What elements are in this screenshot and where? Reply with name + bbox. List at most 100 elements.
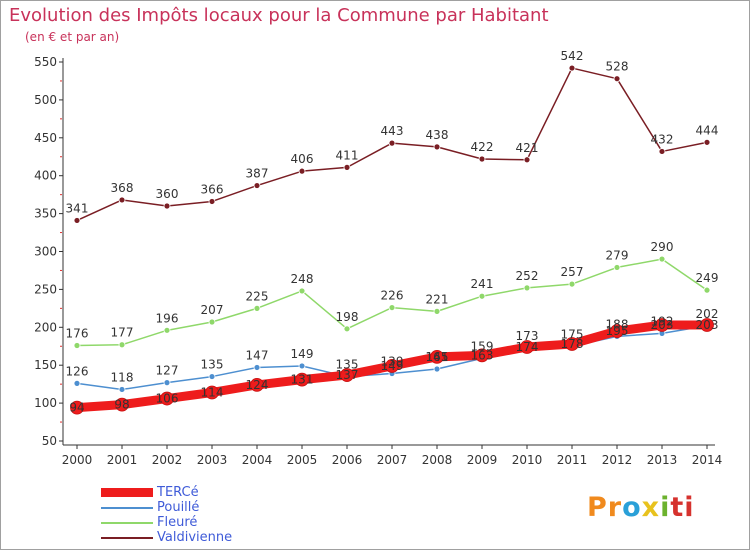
legend-label-fleur: Fleuré xyxy=(157,515,198,530)
y-tick-label: 50 xyxy=(42,434,57,448)
data-label-pouill: 147 xyxy=(246,348,269,362)
data-point-terc xyxy=(205,385,219,400)
y-tick-label: 350 xyxy=(34,207,57,221)
x-tick-label: 2005 xyxy=(287,453,318,467)
data-point-valdivienne xyxy=(343,163,351,171)
data-label-pouill: 135 xyxy=(336,358,359,372)
data-label-terc: 203 xyxy=(696,318,719,332)
data-point-fleur xyxy=(388,304,396,311)
x-tick-label: 2003 xyxy=(197,453,228,467)
data-point-fleur xyxy=(568,280,576,288)
data-point-valdivienne xyxy=(163,202,171,210)
data-point-terc xyxy=(565,337,579,351)
data-point-terc xyxy=(340,368,354,382)
data-point-fleur xyxy=(613,264,621,271)
data-label-valdivienne: 421 xyxy=(516,141,539,155)
legend-label-terc: TERCé xyxy=(157,485,199,500)
legend-item-terc: TERCé xyxy=(101,485,232,500)
data-label-terc: 114 xyxy=(201,385,224,399)
data-point-terc xyxy=(250,378,264,392)
data-point-terc xyxy=(610,324,624,338)
data-label-fleur: 290 xyxy=(651,240,674,254)
data-label-valdivienne: 368 xyxy=(111,181,134,195)
data-label-terc: 203 xyxy=(651,318,674,332)
data-point-terc xyxy=(160,391,174,406)
data-point-fleur xyxy=(253,304,261,312)
data-point-valdivienne xyxy=(253,182,261,189)
data-label-pouill: 127 xyxy=(156,364,179,378)
x-tick-label: 2006 xyxy=(332,453,363,467)
data-point-terc xyxy=(700,318,714,332)
data-label-pouill: 126 xyxy=(66,364,89,378)
data-point-pouill xyxy=(118,386,126,393)
data-label-terc: 98 xyxy=(114,398,129,412)
x-tick-label: 2010 xyxy=(512,453,543,467)
x-tick-label: 2001 xyxy=(107,453,138,467)
data-point-valdivienne xyxy=(703,138,711,146)
x-tick-label: 2008 xyxy=(422,453,453,467)
chart-legend: TERCé Pouillé Fleuré Valdivienne xyxy=(101,485,232,545)
x-tick-label: 2000 xyxy=(62,453,93,467)
data-point-pouill xyxy=(298,362,306,370)
data-point-valdivienne xyxy=(658,148,666,155)
data-label-fleur: 196 xyxy=(156,311,179,325)
data-point-terc xyxy=(475,348,489,363)
data-label-valdivienne: 444 xyxy=(696,123,719,137)
y-tick-label: 250 xyxy=(34,282,57,296)
data-label-terc: 195 xyxy=(606,324,629,338)
proxiti-logo: Proxiti xyxy=(587,492,695,523)
data-label-terc: 124 xyxy=(246,378,269,392)
data-label-valdivienne: 432 xyxy=(651,132,674,146)
data-label-pouill: 149 xyxy=(291,347,314,361)
data-point-fleur xyxy=(298,287,306,295)
data-label-valdivienne: 387 xyxy=(246,167,269,181)
data-point-fleur xyxy=(523,284,531,292)
data-label-terc: 137 xyxy=(336,368,359,382)
data-label-terc: 149 xyxy=(381,359,404,373)
data-point-pouill xyxy=(208,373,216,380)
data-point-fleur xyxy=(478,292,486,300)
data-label-pouill: 192 xyxy=(651,314,674,328)
data-label-valdivienne: 443 xyxy=(381,124,404,138)
data-label-fleur: 257 xyxy=(561,265,584,279)
legend-swatch-pouill xyxy=(101,506,153,509)
y-tick-label: 550 xyxy=(34,55,57,69)
data-label-valdivienne: 406 xyxy=(291,152,314,166)
data-label-pouill: 159 xyxy=(471,339,494,353)
data-point-fleur xyxy=(208,318,216,326)
data-label-terc: 106 xyxy=(156,392,179,406)
data-label-fleur: 248 xyxy=(291,272,314,286)
data-label-pouill: 173 xyxy=(516,329,539,343)
x-tick-label: 2013 xyxy=(647,453,678,467)
legend-swatch-terc xyxy=(101,488,153,497)
data-label-valdivienne: 341 xyxy=(66,201,89,215)
data-label-fleur: 279 xyxy=(606,248,629,262)
data-label-valdivienne: 411 xyxy=(336,148,359,162)
data-point-terc xyxy=(385,359,399,373)
data-point-valdivienne xyxy=(298,167,306,175)
data-point-terc xyxy=(70,400,84,415)
x-tick-label: 2014 xyxy=(692,453,723,467)
y-tick-label: 150 xyxy=(34,358,57,372)
data-point-terc xyxy=(520,340,534,354)
data-point-pouill xyxy=(253,364,261,371)
data-point-terc xyxy=(430,349,444,364)
legend-item-valdivienne: Valdivienne xyxy=(101,530,232,545)
data-point-valdivienne xyxy=(613,75,621,83)
data-point-fleur xyxy=(433,307,441,315)
data-point-pouill xyxy=(433,365,441,373)
data-point-valdivienne xyxy=(523,156,531,164)
data-label-valdivienne: 528 xyxy=(606,60,629,74)
x-tick-label: 2007 xyxy=(377,453,408,467)
data-point-valdivienne xyxy=(118,196,126,204)
y-tick-label: 400 xyxy=(34,169,57,183)
data-label-fleur: 252 xyxy=(516,269,539,283)
data-point-valdivienne xyxy=(73,217,81,224)
legend-label-pouill: Pouillé xyxy=(157,500,200,515)
chart-series xyxy=(70,64,714,415)
data-label-valdivienne: 422 xyxy=(471,140,494,154)
data-point-fleur xyxy=(703,286,711,294)
data-label-pouill: 135 xyxy=(201,358,224,372)
data-label-valdivienne: 438 xyxy=(426,128,449,142)
